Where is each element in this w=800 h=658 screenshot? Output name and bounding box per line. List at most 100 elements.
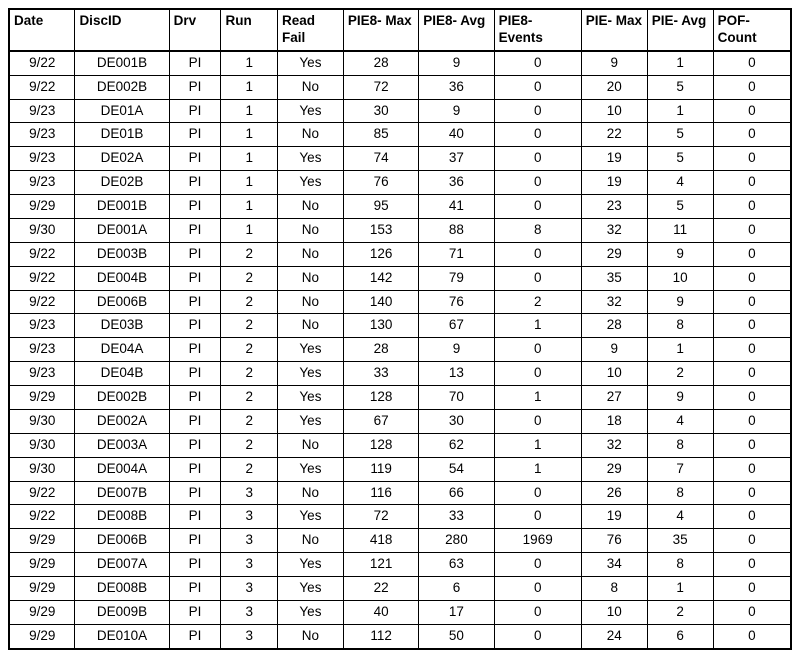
cell-discid: DE002B xyxy=(75,386,169,410)
cell-pie8evt: 8 xyxy=(494,218,581,242)
cell-readfail: Yes xyxy=(277,505,343,529)
cell-pofcount: 0 xyxy=(713,147,791,171)
cell-readfail: Yes xyxy=(277,171,343,195)
cell-pie8max: 22 xyxy=(343,577,418,601)
cell-discid: DE007A xyxy=(75,553,169,577)
cell-piemax: 18 xyxy=(581,409,647,433)
table-row: 9/22DE007BPI3No1166602680 xyxy=(9,481,791,505)
cell-pieavg: 4 xyxy=(647,171,713,195)
cell-pofcount: 0 xyxy=(713,99,791,123)
cell-pofcount: 0 xyxy=(713,338,791,362)
cell-pofcount: 0 xyxy=(713,314,791,338)
cell-piemax: 24 xyxy=(581,624,647,648)
cell-pie8evt: 0 xyxy=(494,123,581,147)
cell-discid: DE001B xyxy=(75,195,169,219)
cell-discid: DE008B xyxy=(75,505,169,529)
data-table: Date DiscID Drv Run Read Fail PIE8- Max … xyxy=(8,8,792,650)
cell-readfail: No xyxy=(277,624,343,648)
cell-pieavg: 4 xyxy=(647,409,713,433)
cell-drv: PI xyxy=(169,577,221,601)
cell-pie8max: 33 xyxy=(343,362,418,386)
cell-pie8evt: 1 xyxy=(494,457,581,481)
cell-drv: PI xyxy=(169,529,221,553)
cell-pieavg: 6 xyxy=(647,624,713,648)
cell-pie8avg: 33 xyxy=(419,505,494,529)
cell-pie8max: 140 xyxy=(343,290,418,314)
cell-pie8evt: 0 xyxy=(494,338,581,362)
cell-pie8avg: 36 xyxy=(419,171,494,195)
cell-pofcount: 0 xyxy=(713,242,791,266)
table-row: 9/29DE001BPI1No954102350 xyxy=(9,195,791,219)
cell-date: 9/22 xyxy=(9,290,75,314)
cell-run: 3 xyxy=(221,624,278,648)
cell-pie8avg: 9 xyxy=(419,338,494,362)
cell-pie8avg: 63 xyxy=(419,553,494,577)
cell-readfail: No xyxy=(277,75,343,99)
cell-pofcount: 0 xyxy=(713,51,791,75)
cell-readfail: Yes xyxy=(277,457,343,481)
col-piemax: PIE- Max xyxy=(581,9,647,51)
cell-run: 3 xyxy=(221,577,278,601)
cell-pofcount: 0 xyxy=(713,433,791,457)
table-body: 9/22DE001BPI1Yes28909109/22DE002BPI1No72… xyxy=(9,51,791,649)
cell-drv: PI xyxy=(169,457,221,481)
cell-pie8evt: 0 xyxy=(494,147,581,171)
cell-piemax: 9 xyxy=(581,338,647,362)
cell-discid: DE001A xyxy=(75,218,169,242)
cell-drv: PI xyxy=(169,386,221,410)
table-row: 9/29DE006BPI3No418280196976350 xyxy=(9,529,791,553)
cell-run: 1 xyxy=(221,99,278,123)
cell-pie8max: 153 xyxy=(343,218,418,242)
table-row: 9/23DE01BPI1No854002250 xyxy=(9,123,791,147)
col-pofcount: POF- Count xyxy=(713,9,791,51)
cell-pieavg: 35 xyxy=(647,529,713,553)
cell-pofcount: 0 xyxy=(713,123,791,147)
cell-pie8evt: 0 xyxy=(494,553,581,577)
cell-pie8avg: 54 xyxy=(419,457,494,481)
cell-piemax: 28 xyxy=(581,314,647,338)
table-row: 9/22DE002BPI1No723602050 xyxy=(9,75,791,99)
cell-date: 9/23 xyxy=(9,99,75,123)
cell-date: 9/29 xyxy=(9,529,75,553)
cell-date: 9/22 xyxy=(9,51,75,75)
cell-date: 9/22 xyxy=(9,481,75,505)
cell-pie8max: 76 xyxy=(343,171,418,195)
cell-drv: PI xyxy=(169,433,221,457)
cell-pieavg: 8 xyxy=(647,553,713,577)
cell-run: 1 xyxy=(221,195,278,219)
table-row: 9/22DE008BPI3Yes723301940 xyxy=(9,505,791,529)
cell-pieavg: 5 xyxy=(647,123,713,147)
table-row: 9/23DE04API2Yes2890910 xyxy=(9,338,791,362)
cell-pofcount: 0 xyxy=(713,529,791,553)
cell-pie8max: 74 xyxy=(343,147,418,171)
cell-pofcount: 0 xyxy=(713,266,791,290)
cell-pie8max: 128 xyxy=(343,386,418,410)
cell-pofcount: 0 xyxy=(713,386,791,410)
cell-run: 2 xyxy=(221,386,278,410)
cell-pie8evt: 1 xyxy=(494,386,581,410)
cell-pie8max: 126 xyxy=(343,242,418,266)
table-row: 9/30DE003API2No1286213280 xyxy=(9,433,791,457)
cell-readfail: No xyxy=(277,218,343,242)
cell-readfail: No xyxy=(277,242,343,266)
cell-pie8avg: 6 xyxy=(419,577,494,601)
cell-drv: PI xyxy=(169,242,221,266)
cell-pofcount: 0 xyxy=(713,195,791,219)
cell-discid: DE006B xyxy=(75,529,169,553)
cell-discid: DE004B xyxy=(75,266,169,290)
cell-date: 9/22 xyxy=(9,242,75,266)
table-row: 9/30DE002API2Yes673001840 xyxy=(9,409,791,433)
cell-pie8evt: 0 xyxy=(494,577,581,601)
cell-readfail: Yes xyxy=(277,409,343,433)
table-row: 9/23DE04BPI2Yes331301020 xyxy=(9,362,791,386)
col-run: Run xyxy=(221,9,278,51)
cell-pie8avg: 9 xyxy=(419,51,494,75)
table-row: 9/30DE001API1No15388832110 xyxy=(9,218,791,242)
cell-pie8max: 30 xyxy=(343,99,418,123)
table-row: 9/29DE007API3Yes1216303480 xyxy=(9,553,791,577)
cell-piemax: 26 xyxy=(581,481,647,505)
header-row: Date DiscID Drv Run Read Fail PIE8- Max … xyxy=(9,9,791,51)
cell-drv: PI xyxy=(169,266,221,290)
cell-piemax: 9 xyxy=(581,51,647,75)
cell-pie8evt: 0 xyxy=(494,362,581,386)
